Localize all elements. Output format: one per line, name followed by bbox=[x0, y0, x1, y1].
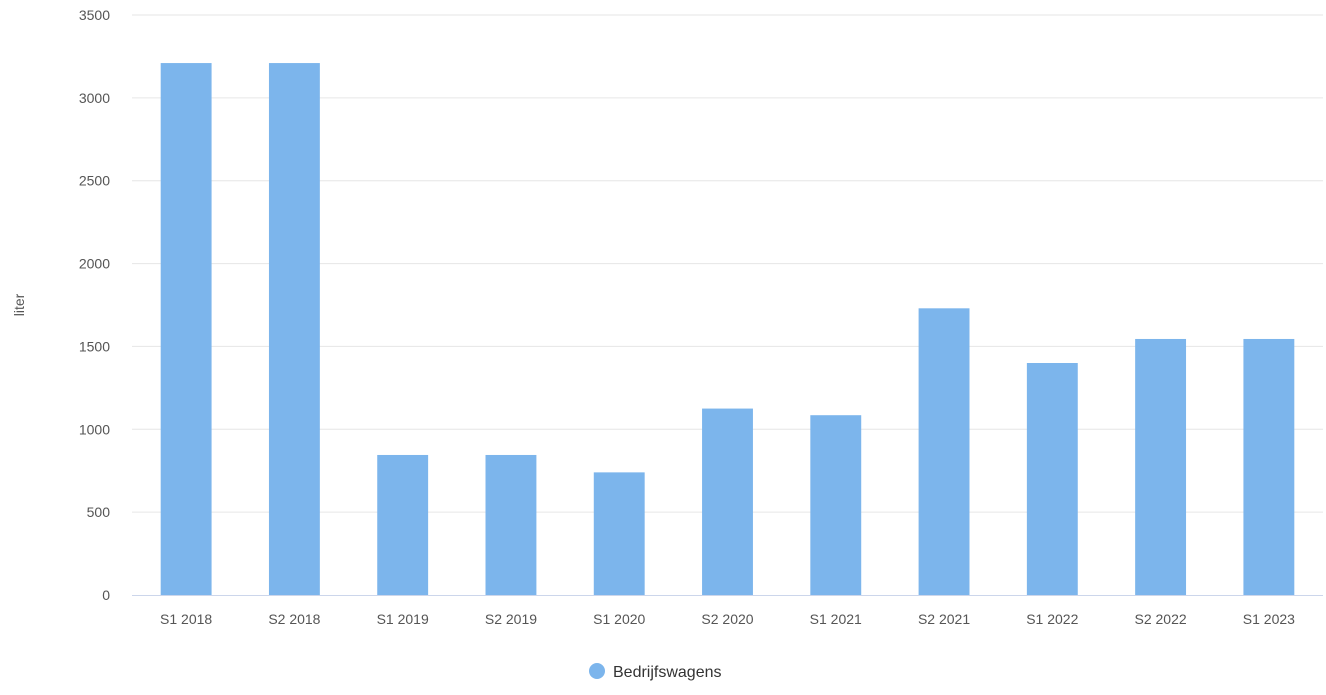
x-tick-label: S2 2018 bbox=[268, 611, 320, 627]
x-tick-label: S1 2023 bbox=[1243, 611, 1295, 627]
x-tick-label: S1 2019 bbox=[377, 611, 429, 627]
legend-item-label[interactable]: Bedrijfswagens bbox=[613, 664, 722, 681]
bar[interactable] bbox=[702, 408, 753, 595]
y-tick-label: 2500 bbox=[79, 173, 110, 189]
y-tick-label: 500 bbox=[87, 504, 111, 520]
y-tick-label: 1500 bbox=[79, 338, 110, 354]
legend-marker-icon bbox=[589, 663, 605, 679]
legend[interactable]: Bedrijfswagens bbox=[589, 663, 722, 681]
y-tick-label: 1000 bbox=[79, 421, 110, 437]
bar[interactable] bbox=[160, 63, 212, 596]
bar[interactable] bbox=[810, 415, 862, 595]
bar[interactable] bbox=[377, 454, 429, 595]
bar[interactable] bbox=[593, 472, 645, 595]
y-tick-label: 0 bbox=[102, 587, 110, 603]
bar[interactable] bbox=[1026, 363, 1078, 595]
bar[interactable] bbox=[1243, 338, 1295, 595]
x-tick-label: S2 2021 bbox=[918, 611, 970, 627]
bar[interactable] bbox=[268, 63, 320, 596]
bar[interactable] bbox=[485, 454, 537, 595]
y-tick-label: 3500 bbox=[79, 7, 110, 23]
x-tick-label: S1 2020 bbox=[593, 611, 645, 627]
bar-layer bbox=[160, 63, 1295, 596]
x-tick-label: S1 2018 bbox=[160, 611, 212, 627]
bar[interactable] bbox=[918, 308, 970, 595]
x-tick-label: S2 2022 bbox=[1135, 611, 1187, 627]
bar[interactable] bbox=[1135, 338, 1187, 595]
y-tick-label: 3000 bbox=[79, 90, 110, 106]
y-axis-title: liter bbox=[11, 293, 27, 316]
x-tick-label: S2 2020 bbox=[701, 611, 753, 627]
axis-layer: 0 500 1000 1500 2000 2500 3000 3500 S1 2018 S2 20… bbox=[79, 7, 1323, 627]
x-tick-label: S1 2022 bbox=[1026, 611, 1078, 627]
y-tick-label: 2000 bbox=[79, 256, 110, 272]
grid-layer bbox=[132, 14, 1323, 513]
x-tick-label: S2 2019 bbox=[485, 611, 537, 627]
x-tick-label: S1 2021 bbox=[810, 611, 862, 627]
